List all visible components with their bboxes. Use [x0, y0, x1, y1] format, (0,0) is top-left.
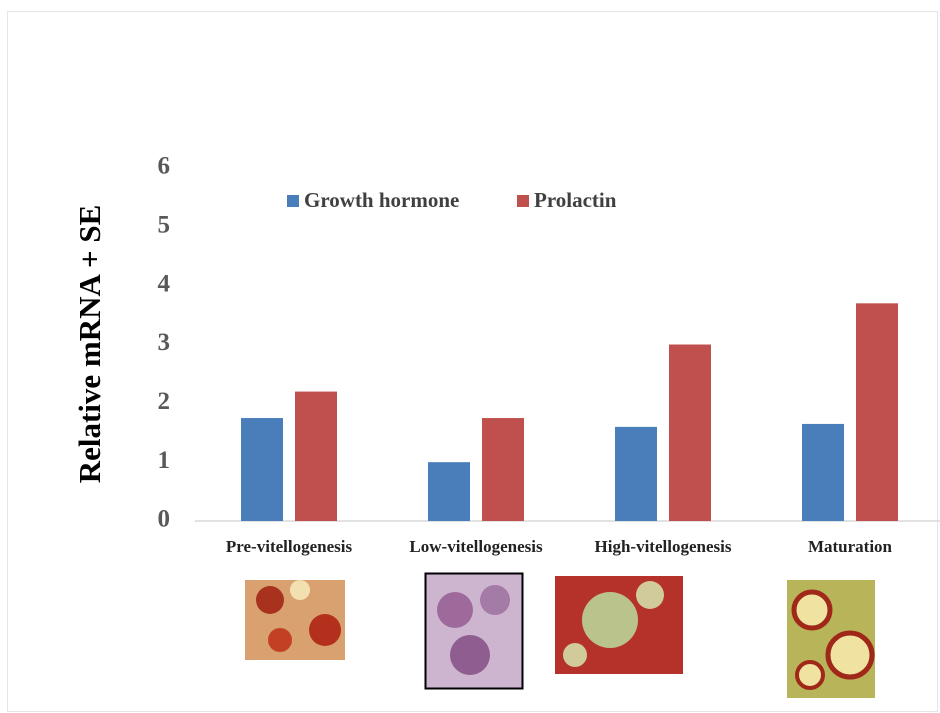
y-tick-label: 2 — [158, 388, 171, 415]
bar — [428, 462, 470, 521]
image-detail — [256, 586, 284, 614]
legend-label: Prolactin — [534, 188, 617, 212]
x-tick-label: Maturation — [808, 537, 893, 556]
legend-swatch — [287, 195, 299, 207]
image-detail — [563, 643, 587, 667]
y-tick-label: 1 — [158, 447, 171, 474]
x-tick-label: High-vitellogenesis — [595, 537, 732, 556]
image-detail — [309, 614, 341, 646]
image-detail — [480, 585, 510, 615]
image-detail — [290, 580, 310, 600]
bar — [669, 344, 711, 521]
image-detail — [582, 592, 638, 648]
y-tick-label: 6 — [158, 153, 171, 180]
legend-label: Growth hormone — [304, 188, 459, 212]
y-tick-label: 3 — [158, 329, 171, 356]
frame — [7, 11, 938, 712]
image-detail — [791, 589, 833, 631]
image-detail — [795, 660, 825, 690]
image-detail — [450, 635, 490, 675]
x-tick-label: Pre-vitellogenesis — [226, 537, 353, 556]
image-detail — [437, 592, 473, 628]
micrographs — [245, 572, 875, 698]
bar — [856, 303, 898, 521]
bar — [615, 426, 657, 521]
bar — [295, 391, 337, 521]
legend-swatch — [517, 195, 529, 207]
y-tick-label: 4 — [158, 270, 171, 297]
y-axis-label: Relative mRNA + SE — [72, 205, 107, 484]
bar — [802, 423, 844, 521]
bar — [241, 418, 283, 521]
y-tick-label: 5 — [158, 212, 171, 239]
image-detail — [825, 630, 875, 680]
image-detail — [268, 628, 292, 652]
image-detail — [636, 581, 664, 609]
x-tick-label: Low-vitellogenesis — [409, 537, 543, 556]
bar — [482, 418, 524, 521]
y-tick-label: 0 — [158, 506, 171, 533]
